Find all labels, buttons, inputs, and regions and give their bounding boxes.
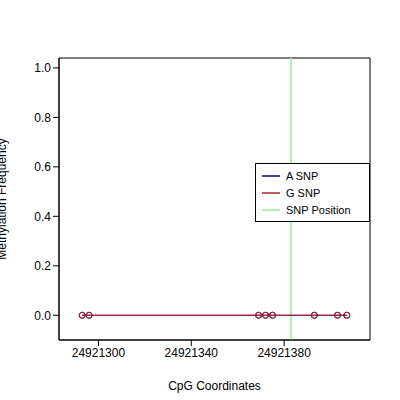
svg-text:0.2: 0.2 [34, 259, 51, 273]
svg-text:CpG Coordinates: CpG Coordinates [168, 379, 261, 393]
html-text:SNP Position: SNP Position [286, 203, 351, 216]
svg-text:24921380: 24921380 [257, 346, 311, 360]
svg-text:Methylation Frequency: Methylation Frequency [8, 138, 9, 259]
svg-text:0.6: 0.6 [34, 160, 51, 174]
html-text:A SNP: A SNP [286, 169, 319, 182]
html-text:G SNP: G SNP [286, 186, 321, 199]
svg-text:0.8: 0.8 [34, 111, 51, 125]
svg-text:0.0: 0.0 [34, 309, 51, 323]
svg-text:1.0: 1.0 [34, 61, 51, 75]
svg-text:24921340: 24921340 [165, 346, 219, 360]
svg-text:24921300: 24921300 [72, 346, 126, 360]
svg-text:0.4: 0.4 [34, 210, 51, 224]
